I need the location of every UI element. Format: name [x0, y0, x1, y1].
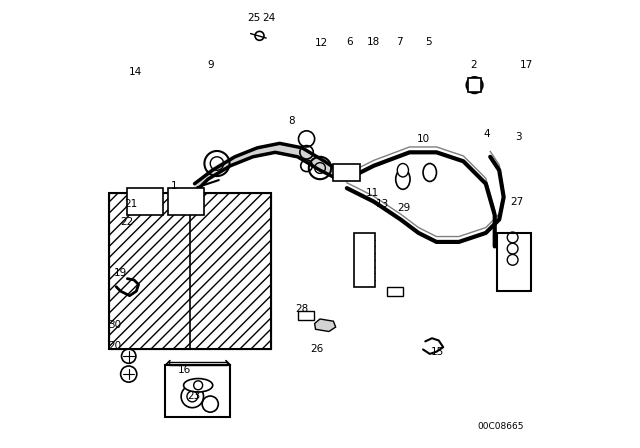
Bar — [298, 311, 314, 320]
Bar — [109, 193, 271, 349]
Text: 8: 8 — [289, 116, 295, 126]
Ellipse shape — [396, 169, 410, 189]
Bar — [333, 164, 360, 181]
Text: 22: 22 — [120, 217, 133, 227]
Bar — [168, 188, 204, 215]
Text: 1: 1 — [171, 181, 178, 191]
Text: 24: 24 — [262, 13, 275, 23]
Text: 25: 25 — [247, 13, 260, 23]
Bar — [109, 193, 271, 349]
Text: 23: 23 — [187, 392, 200, 401]
Text: 17: 17 — [520, 60, 532, 70]
Text: 15: 15 — [431, 347, 444, 357]
Text: 21: 21 — [124, 199, 138, 209]
Text: 16: 16 — [178, 366, 191, 375]
Ellipse shape — [423, 164, 436, 181]
Text: 14: 14 — [129, 67, 142, 77]
Bar — [497, 233, 531, 291]
Text: 6: 6 — [346, 37, 353, 47]
Text: 10: 10 — [417, 134, 429, 144]
Text: 19: 19 — [114, 268, 127, 278]
Bar — [353, 233, 375, 287]
Text: 26: 26 — [310, 345, 323, 354]
Text: 11: 11 — [366, 188, 379, 198]
Text: 29: 29 — [397, 203, 411, 213]
Bar — [387, 287, 403, 296]
Text: 20: 20 — [108, 341, 122, 351]
Ellipse shape — [184, 379, 212, 392]
Ellipse shape — [397, 164, 408, 177]
Text: 3: 3 — [515, 132, 522, 142]
Text: 5: 5 — [426, 37, 432, 47]
Text: 28: 28 — [296, 304, 308, 314]
Text: 13: 13 — [376, 199, 389, 209]
Bar — [468, 78, 481, 92]
Bar — [127, 188, 163, 215]
Bar — [169, 362, 227, 365]
Text: 27: 27 — [511, 197, 524, 207]
Polygon shape — [315, 319, 336, 332]
Text: 9: 9 — [208, 60, 214, 70]
Text: 30: 30 — [108, 320, 122, 330]
Text: 7: 7 — [396, 37, 403, 47]
Text: 18: 18 — [367, 37, 380, 47]
Bar — [165, 365, 230, 417]
Text: 12: 12 — [315, 38, 328, 47]
Text: 00C08665: 00C08665 — [477, 422, 524, 431]
Text: 4: 4 — [483, 129, 490, 139]
Text: 2: 2 — [470, 60, 477, 70]
